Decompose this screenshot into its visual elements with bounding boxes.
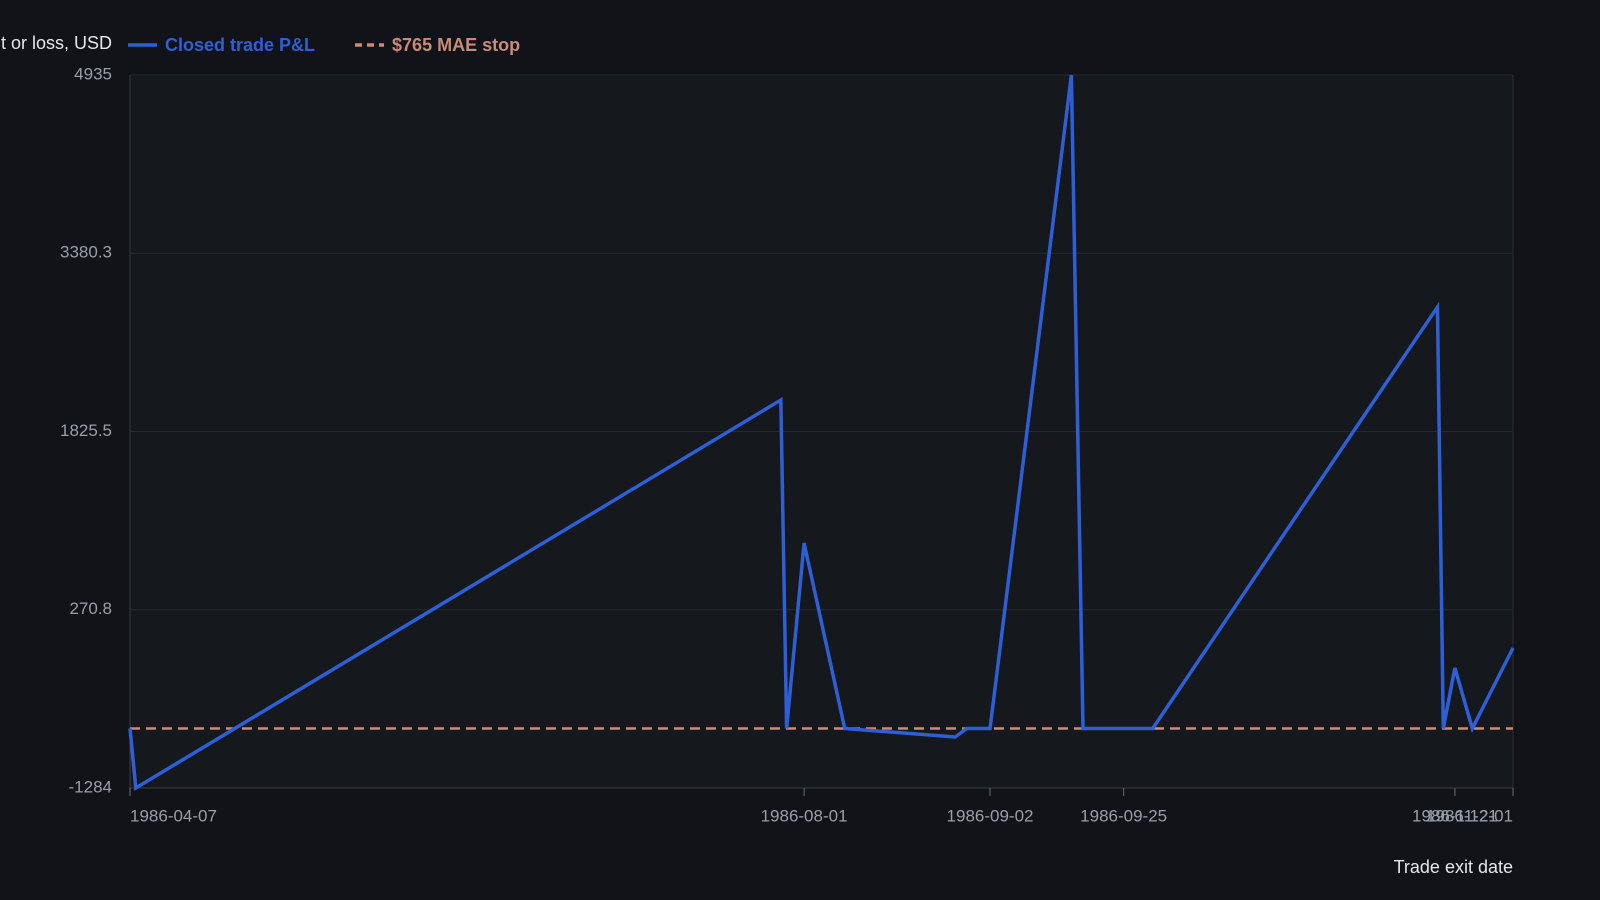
x-tick-label: 1986-11-21 [1412, 806, 1498, 825]
y-axis-label: Profit or loss, USD [0, 33, 112, 53]
series-line [128, 74, 1515, 791]
y-tick-label: 4935 [74, 64, 112, 83]
y-tick-label: 3380.3 [60, 243, 112, 262]
x-tick-label: 1986-12-01 [1426, 806, 1513, 825]
y-tick-label: -1284 [69, 777, 112, 796]
x-tick-label: 1986-09-25 [1080, 806, 1167, 825]
legend-label: Closed trade P&L [165, 35, 315, 55]
x-axis-label: Trade exit date [1394, 857, 1513, 877]
y-tick-label: 270.8 [69, 599, 112, 618]
x-tick-label: 1986-09-02 [947, 806, 1034, 825]
x-tick-label: 1986-04-07 [130, 806, 217, 825]
y-tick-label: 1825.5 [60, 421, 112, 440]
x-tick-label: 1986-08-01 [761, 806, 848, 825]
legend-label: $765 MAE stop [392, 35, 520, 55]
